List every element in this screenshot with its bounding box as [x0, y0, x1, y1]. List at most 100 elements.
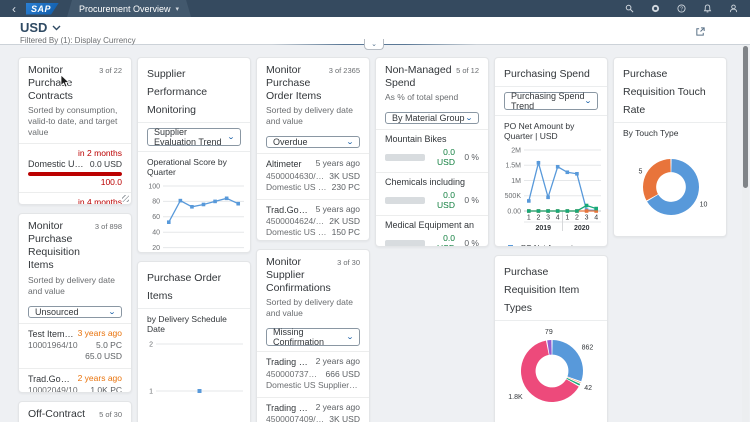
notifications-icon[interactable] [703, 4, 712, 13]
svg-text:40: 40 [152, 230, 160, 237]
svg-text:2020: 2020 [574, 225, 590, 232]
item-name: Test Item Text [28, 328, 74, 339]
item-id: 4500007375/00010 [266, 368, 322, 379]
svg-text:2: 2 [575, 215, 579, 222]
item-name: Trad.Good 11,PD,R... [28, 373, 74, 384]
column-1: Monitor Purchase Contracts 3 of 22 Sorte… [18, 57, 132, 422]
user-icon[interactable] [729, 4, 738, 13]
filter-select[interactable]: Missing Confirmation ⌄ [266, 327, 360, 347]
card-count: 3 of 2365 [328, 66, 360, 75]
card-monitor-supplier-confirmations[interactable]: Monitor Supplier Confirmations 3 of 30 S… [256, 249, 370, 422]
legend-item: PO Net Amount [504, 242, 598, 246]
item-name: Altimeter [266, 159, 302, 170]
item-name: Trad.Good 13,Reor... [266, 204, 312, 215]
card-title: Monitor Purchase Contracts [28, 64, 73, 103]
svg-text:1M: 1M [511, 178, 521, 185]
po-list-item[interactable]: Trad.Good 13,Reor...5 years ago 45000046… [257, 198, 369, 240]
card-count: 3 of 30 [337, 258, 360, 267]
filter-value: Unsourced [35, 306, 79, 317]
chevron-down-icon: ⌄ [345, 334, 355, 342]
svg-text:4: 4 [556, 215, 560, 222]
app-title: Procurement Overview [79, 3, 171, 14]
svg-text:3: 3 [585, 215, 589, 222]
spend-bar [385, 196, 425, 204]
resize-handle[interactable] [122, 195, 129, 202]
requisition-list-item[interactable]: Test Item Text3 years ago 10001964/10 5.0… [19, 322, 131, 368]
item-name: Trading Good 0011... [266, 357, 312, 368]
chart-title: by Delivery Schedule Date [147, 314, 227, 334]
svg-text:100: 100 [148, 183, 160, 190]
card-non-managed-spend[interactable]: Non-Managed Spend 5 of 12 As % of total … [375, 57, 489, 247]
contract-list-item[interactable]: in 4 months Domestic US Supplier 1A0.0 U… [19, 191, 131, 204]
filter-select[interactable]: Supplier Evaluation Trend ⌄ [147, 127, 241, 147]
chart-title: PO Net Amount by Quarter | USD [504, 121, 575, 141]
filter-select[interactable]: Purchasing Spend Trend ⌄ [504, 91, 598, 111]
card-purchase-requisition-item-types[interactable]: Purchase Requisition Item Types 862 42 1.8… [494, 255, 608, 422]
filter-summary[interactable]: Filtered By (1): Display Currency [20, 36, 136, 45]
chart-subtitle: By Touch Type [623, 128, 679, 138]
svg-text:42: 42 [584, 385, 592, 392]
column-5: Purchasing Spend Purchasing Spend Trend … [494, 57, 608, 422]
confirmation-list-item[interactable]: Trading Good 0011...2 years ago 45000073… [257, 351, 369, 396]
contract-list-item[interactable]: in 2 months Domestic US Supplier 1A0.0 U… [19, 142, 131, 192]
card-title: Non-Managed Spend [385, 64, 452, 90]
card-monitor-purchase-requisition-items[interactable]: Monitor Purchase Requisition Items 3 of … [18, 213, 132, 393]
share-icon[interactable] [695, 24, 706, 44]
search-icon[interactable] [625, 4, 634, 13]
card-purchasing-spend[interactable]: Purchasing Spend Purchasing Spend Trend … [494, 57, 608, 247]
card-subtitle: As % of total spend [385, 92, 459, 103]
card-purchase-requisition-touch-rate[interactable]: Purchase Requisition Touch Rate By Touch… [613, 57, 727, 237]
filter-select[interactable]: Overdue ⌄ [266, 136, 360, 149]
item-qty: 150 PC [331, 227, 360, 238]
card-monitor-purchase-contracts[interactable]: Monitor Purchase Contracts 3 of 22 Sorte… [18, 57, 132, 205]
purchasing-spend-chart: 0.00 500K 1M 1.5M 2M 1 2 3 4 1 2 3 4 2019 2020 [495, 143, 607, 240]
requisition-list-item[interactable]: Trad.Good 11,PD,R...2 years ago 10002049… [19, 367, 131, 392]
scrollbar-thumb[interactable] [743, 46, 748, 188]
chevron-down-icon: ⌄ [583, 98, 593, 105]
card-count: 5 of 12 [456, 66, 479, 75]
collapse-header-button[interactable]: ⌄ [364, 39, 384, 50]
filter-select[interactable]: Unsourced ⌄ [28, 305, 122, 318]
item-name: Chemicals including [385, 177, 466, 188]
help-icon[interactable]: ? [677, 4, 686, 13]
vertical-scrollbar[interactable] [742, 45, 749, 422]
page-title[interactable]: USD [20, 20, 48, 35]
item-id: 4500004624/00010 [266, 215, 326, 226]
app-title-tab[interactable]: Procurement Overview ▾ [67, 0, 191, 17]
po-list-item[interactable]: Altimeter 5 years ago 4500004630/000103K … [257, 153, 369, 198]
card-subtitle: Sorted by delivery date and value [266, 297, 353, 319]
touch-rate-donut-chart: 10 5 [614, 140, 726, 235]
spend-list-item[interactable]: Chemicals including 0.0 USD 0 % [376, 172, 488, 215]
card-count: 3 of 898 [94, 222, 122, 231]
sap-logo[interactable]: SAP [26, 2, 60, 15]
svg-text:2: 2 [149, 341, 153, 348]
chevron-down-icon[interactable] [52, 25, 61, 31]
filter-select[interactable]: By Material Group ⌄ [385, 112, 479, 125]
card-purchase-order-items-chart[interactable]: Purchase Order Items by Delivery Schedul… [137, 261, 251, 422]
item-id: 4500007409/00010 [266, 413, 326, 422]
item-supplier: Domestic US Supplier 2 [266, 227, 328, 238]
column-6: Purchase Requisition Touch Rate By Touch… [613, 57, 727, 422]
card-monitor-purchase-order-items[interactable]: Monitor Purchase Order Items 3 of 2365 S… [256, 57, 370, 241]
item-qty: 230 PC [331, 182, 360, 193]
svg-text:?: ? [680, 6, 683, 12]
card-off-contract-spend[interactable]: Off-Contract Spend 5 of 30 As % of total… [18, 401, 132, 422]
spend-bar [385, 153, 425, 161]
back-button[interactable]: ‹ [12, 1, 16, 16]
svg-text:20: 20 [152, 245, 160, 252]
card-supplier-performance-monitoring[interactable]: Supplier Performance Monitoring Supplier… [137, 57, 251, 253]
item-value: 0.0 USD [437, 147, 455, 168]
item-supplier: Domestic US Supplier 2 [266, 182, 328, 193]
card-title: Monitor Purchase Requisition Items [28, 220, 80, 272]
item-age: 3 years ago [77, 327, 122, 338]
copilot-icon[interactable] [651, 4, 660, 13]
delivery-schedule-chart: 012This Week [138, 336, 250, 422]
spend-list-item[interactable]: Mountain Bikes 0.0 USD 0 % [376, 129, 488, 172]
item-value: 0.0 USD [437, 233, 455, 246]
svg-text:2: 2 [536, 215, 540, 222]
chevron-down-icon: ⌄ [226, 134, 236, 141]
confirmation-list-item[interactable]: Trading Good 0011...2 years ago 45000074… [257, 396, 369, 422]
spend-list-item[interactable]: Medical Equipment an 0.0 USD 0 % [376, 215, 488, 246]
card-subtitle: Sorted by delivery date and value [266, 105, 353, 127]
svg-text:60: 60 [152, 214, 160, 221]
